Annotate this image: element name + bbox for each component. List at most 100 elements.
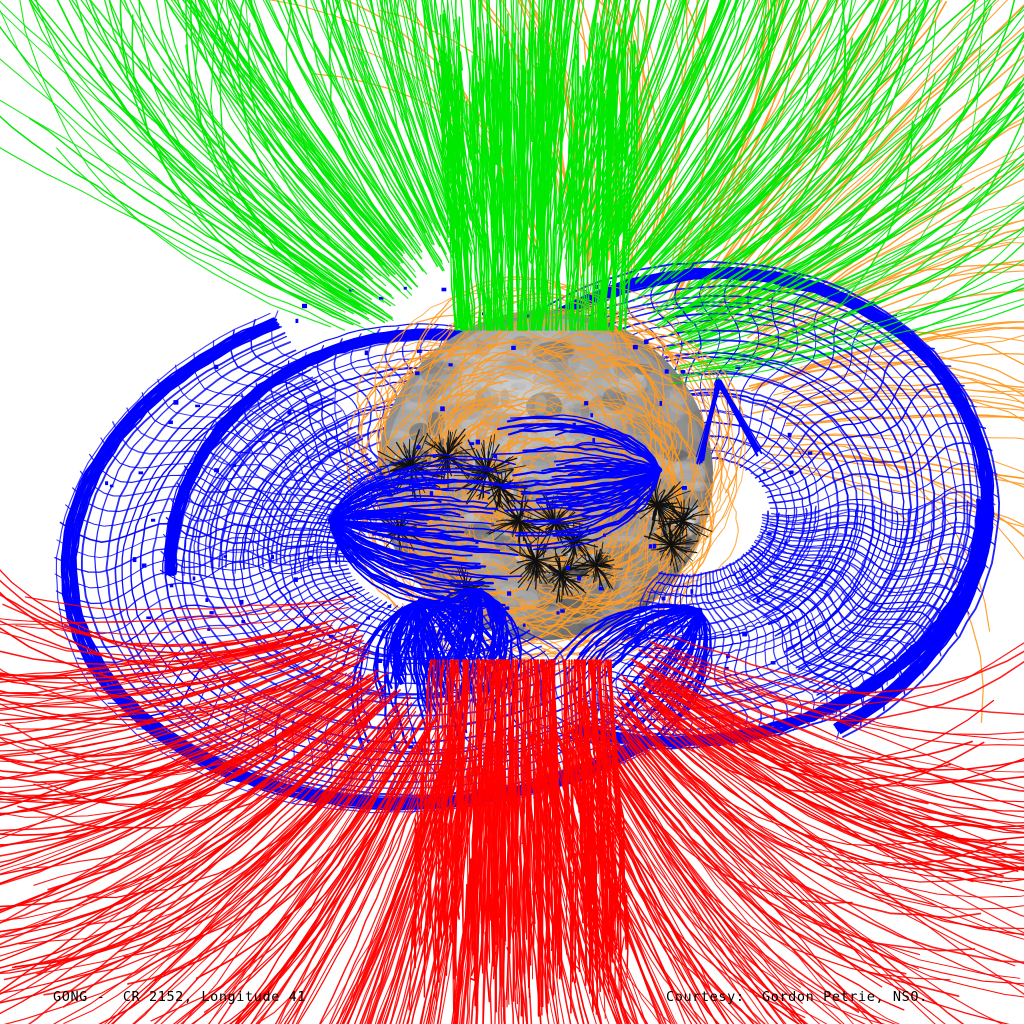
active-region-loop <box>345 350 442 533</box>
footpoint-spike <box>408 438 412 466</box>
open-field-line-green <box>696 201 1024 347</box>
open-field-line-green <box>472 0 500 241</box>
footpoint-spike <box>518 520 548 535</box>
footpoint-spike <box>500 519 520 522</box>
blue-lobe-right-rib <box>766 536 981 593</box>
active-region-loop <box>549 521 662 602</box>
field-trace-node <box>469 442 475 446</box>
open-field-line-green <box>587 0 706 268</box>
open-field-line-orange <box>753 145 1024 320</box>
open-field-line-orange <box>773 334 1024 396</box>
field-trace-node <box>308 555 313 561</box>
active-region-loop <box>542 334 618 376</box>
footpoint-spike <box>410 432 429 466</box>
field-trace-node <box>143 405 147 409</box>
blue-lobe-right-rib <box>754 347 936 479</box>
field-trace-node <box>377 658 383 663</box>
active-region-loop <box>478 501 513 523</box>
blue-lobe-right-rib <box>765 402 977 493</box>
open-field-line-green <box>630 0 835 272</box>
open-field-line-green <box>679 14 1024 299</box>
field-trace-node <box>416 349 422 353</box>
field-trace-node <box>253 332 257 336</box>
field-trace-node <box>214 364 219 370</box>
field-trace-node <box>366 616 370 620</box>
active-region-loop <box>673 403 724 519</box>
open-field-line-green <box>343 0 455 258</box>
figure-caption-left: GONG - CR 2152, Longitude 41 <box>53 989 307 1005</box>
field-trace-node <box>223 555 227 558</box>
footpoint-spike <box>410 429 420 466</box>
field-trace-node <box>422 476 426 481</box>
active-region-loop <box>486 507 505 524</box>
footpoint-spike <box>410 460 428 466</box>
field-trace-node <box>364 350 368 356</box>
active-region-loop <box>624 401 682 547</box>
footpoint-spike <box>487 486 501 492</box>
active-region-loop <box>428 389 522 459</box>
open-field-line-green <box>671 0 929 284</box>
active-region-loop <box>356 366 405 418</box>
open-field-line-orange <box>754 387 1024 422</box>
open-field-line-green <box>160 28 369 271</box>
field-trace-node <box>416 445 421 450</box>
open-field-line-green <box>123 0 367 291</box>
field-trace-node <box>664 369 669 374</box>
active-region-loop <box>591 498 647 572</box>
field-trace-node <box>192 576 196 581</box>
open-field-line-orange <box>789 433 1024 440</box>
open-field-line-green <box>581 0 662 238</box>
field-trace-node <box>302 303 307 309</box>
magnetogram-blotch <box>564 619 580 640</box>
open-field-line-green <box>661 0 849 258</box>
magnetogram-blotch <box>520 448 558 472</box>
open-field-line-orange <box>756 353 1024 387</box>
open-field-line-green <box>370 0 459 255</box>
blue-lobe-right-ring <box>426 260 1001 738</box>
field-trace-node <box>690 589 694 594</box>
open-field-line-orange <box>791 395 1024 410</box>
field-trace-node <box>475 439 480 445</box>
footpoint-spike <box>499 486 510 504</box>
blue-lobe-right-rib <box>739 301 875 469</box>
active-region-loop <box>437 379 504 434</box>
field-trace-node <box>372 531 376 536</box>
open-field-line-green <box>28 0 364 316</box>
active-region-loop <box>653 418 714 594</box>
active-region-loop <box>525 308 687 401</box>
open-field-line-green <box>210 0 401 265</box>
open-field-line-green <box>215 0 382 277</box>
active-region-loop <box>443 398 509 452</box>
active-region-loop <box>538 556 610 600</box>
open-field-line-green <box>434 0 487 247</box>
open-field-line-green <box>384 0 459 230</box>
open-field-line-green <box>652 0 883 295</box>
footpoint-spike <box>410 457 422 466</box>
active-region-loop <box>573 317 713 427</box>
active-region-loop <box>512 464 536 486</box>
footpoint-spike <box>446 455 451 471</box>
footpoint-spike <box>453 471 488 476</box>
open-field-line-orange <box>768 453 1024 485</box>
open-field-line-green <box>244 0 414 261</box>
field-trace-node <box>138 471 144 475</box>
open-field-line-green <box>227 0 391 259</box>
field-trace-node <box>241 620 245 624</box>
open-field-line-green <box>394 0 457 219</box>
field-trace-node <box>556 611 560 615</box>
open-field-line-orange <box>744 321 1024 391</box>
footpoint-spike <box>392 464 412 473</box>
active-region-loop <box>599 307 682 362</box>
field-trace-node <box>395 507 401 511</box>
open-field-line-green <box>131 14 354 326</box>
active-region-loop <box>625 391 694 557</box>
field-trace-node <box>572 422 576 428</box>
field-trace-node <box>807 451 813 455</box>
open-field-line-green <box>646 8 1024 307</box>
open-field-line-green <box>615 0 757 260</box>
footpoint-spike <box>446 428 466 457</box>
open-field-line-green <box>80 0 392 296</box>
field-trace-node <box>214 468 219 473</box>
field-trace-node <box>439 595 445 598</box>
